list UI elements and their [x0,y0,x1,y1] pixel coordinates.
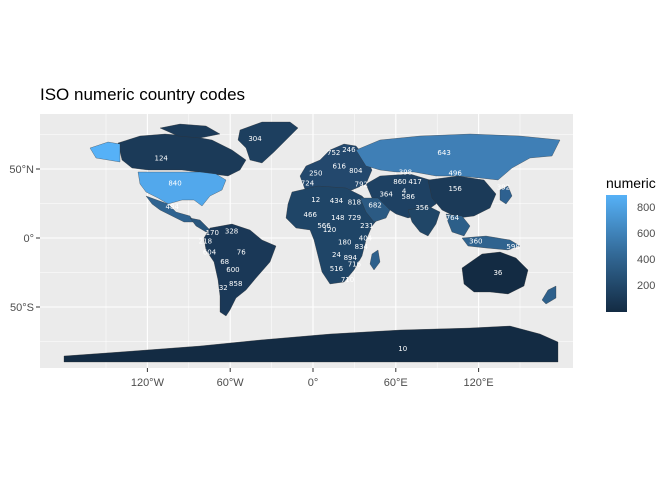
land-antarctica [63,325,559,363]
country-code-label: 250 [309,170,322,178]
country-code-label: 466 [304,211,318,219]
country-code-label: 304 [248,135,262,143]
country-code-label: 231 [360,222,373,230]
country-code-label: 328 [225,228,238,236]
country-code-label: 24 [332,251,341,259]
land-china [427,175,497,219]
country-code-label: 484 [166,203,180,211]
land-russia [355,133,561,181]
country-code-label: 710 [341,276,354,284]
country-code-label: 10 [398,345,407,353]
country-code-label: 124 [155,154,169,162]
country-code-label: 598 [506,243,519,251]
country-code-label: 180 [338,239,351,247]
land-arabia [359,197,391,223]
country-code-label: 36 [493,269,502,277]
legend-label-400: 400 [637,254,656,266]
country-code-label: 586 [402,193,416,201]
country-code-label: 840 [168,179,181,187]
country-code-label: 682 [368,201,381,209]
country-code-label: 356 [415,204,429,212]
land-india [407,205,441,237]
x-tick-label: 120°E [464,377,494,389]
land-central-america [189,217,211,233]
chart-title: ISO numeric country codes [40,85,246,104]
legend-title: numeric [606,175,656,191]
axis-ticks: 120°W 60°W 0° 60°E 120°E 50°N 0° 50°S [9,164,493,389]
country-code-label: 170 [206,229,219,237]
land-alaska [89,141,121,163]
country-code-label: 4 [402,188,407,196]
country-code-label: 516 [330,265,344,273]
x-tick-label: 60°E [384,377,408,389]
country-code-label: 120 [323,226,336,234]
country-code-label: 148 [331,214,344,222]
country-code-label: 404 [359,235,373,243]
country-code-label: 434 [330,197,344,205]
y-tick-label: 50°S [10,302,34,314]
country-code-label: 792 [355,181,368,189]
country-code-label: 68 [220,258,229,266]
country-code-label: 858 [229,280,242,288]
country-code-label: 364 [379,190,393,198]
country-code-label: 764 [446,214,460,222]
land-arctic-islands [159,123,221,139]
land-usa [137,171,227,207]
country-code-label: 729 [348,214,361,222]
country-code-label: 860 [393,178,406,186]
land-japan [499,185,513,205]
land-mexico [145,195,195,223]
country-code-label: 392 [497,183,510,191]
country-code-label: 360 [469,237,482,245]
legend-label-200: 200 [637,280,656,292]
land-australia [461,251,529,295]
land-africa [285,185,383,285]
country-code-label: 752 [327,149,340,157]
country-code-label: 894 [344,254,358,262]
country-code-label: 724 [301,179,315,187]
country-code-label: 716 [348,261,362,269]
country-code-label: 804 [349,167,363,175]
country-code-label: 643 [437,149,450,157]
country-code-label: 156 [448,185,462,193]
x-tick-label: 0° [308,377,319,389]
legend-label-600: 600 [637,228,656,240]
land-greenland [237,121,299,164]
x-tick-label: 120°W [131,377,165,389]
y-tick-label: 0° [23,233,34,245]
land-new-zealand [541,285,557,305]
land-madagascar [369,249,381,271]
land-south-america [203,223,277,317]
country-code-label: 616 [333,163,347,171]
x-tick-label: 60°W [217,377,245,389]
land-indonesia [461,235,521,251]
land-southeast-asia [445,213,471,237]
country-code-label: 604 [203,248,217,256]
country-code-label: 218 [199,237,212,245]
country-code-label: 566 [317,222,331,230]
country-code-label: 398 [399,168,412,176]
country-code-label: 600 [226,266,239,274]
country-code-label: 12 [311,196,320,204]
legend-label-800: 800 [637,202,656,214]
country-code-label: 834 [355,243,369,251]
country-code-label: 76 [237,248,246,256]
country-code-label: 496 [448,170,462,178]
country-code-label: 246 [342,146,356,154]
y-tick-label: 50°N [9,164,34,176]
land-masses [63,121,561,363]
country-code-label: 417 [408,178,421,186]
country-code-label: 818 [348,199,361,207]
country-code-label: 32 [219,284,228,292]
legend-colorbar [606,195,627,312]
